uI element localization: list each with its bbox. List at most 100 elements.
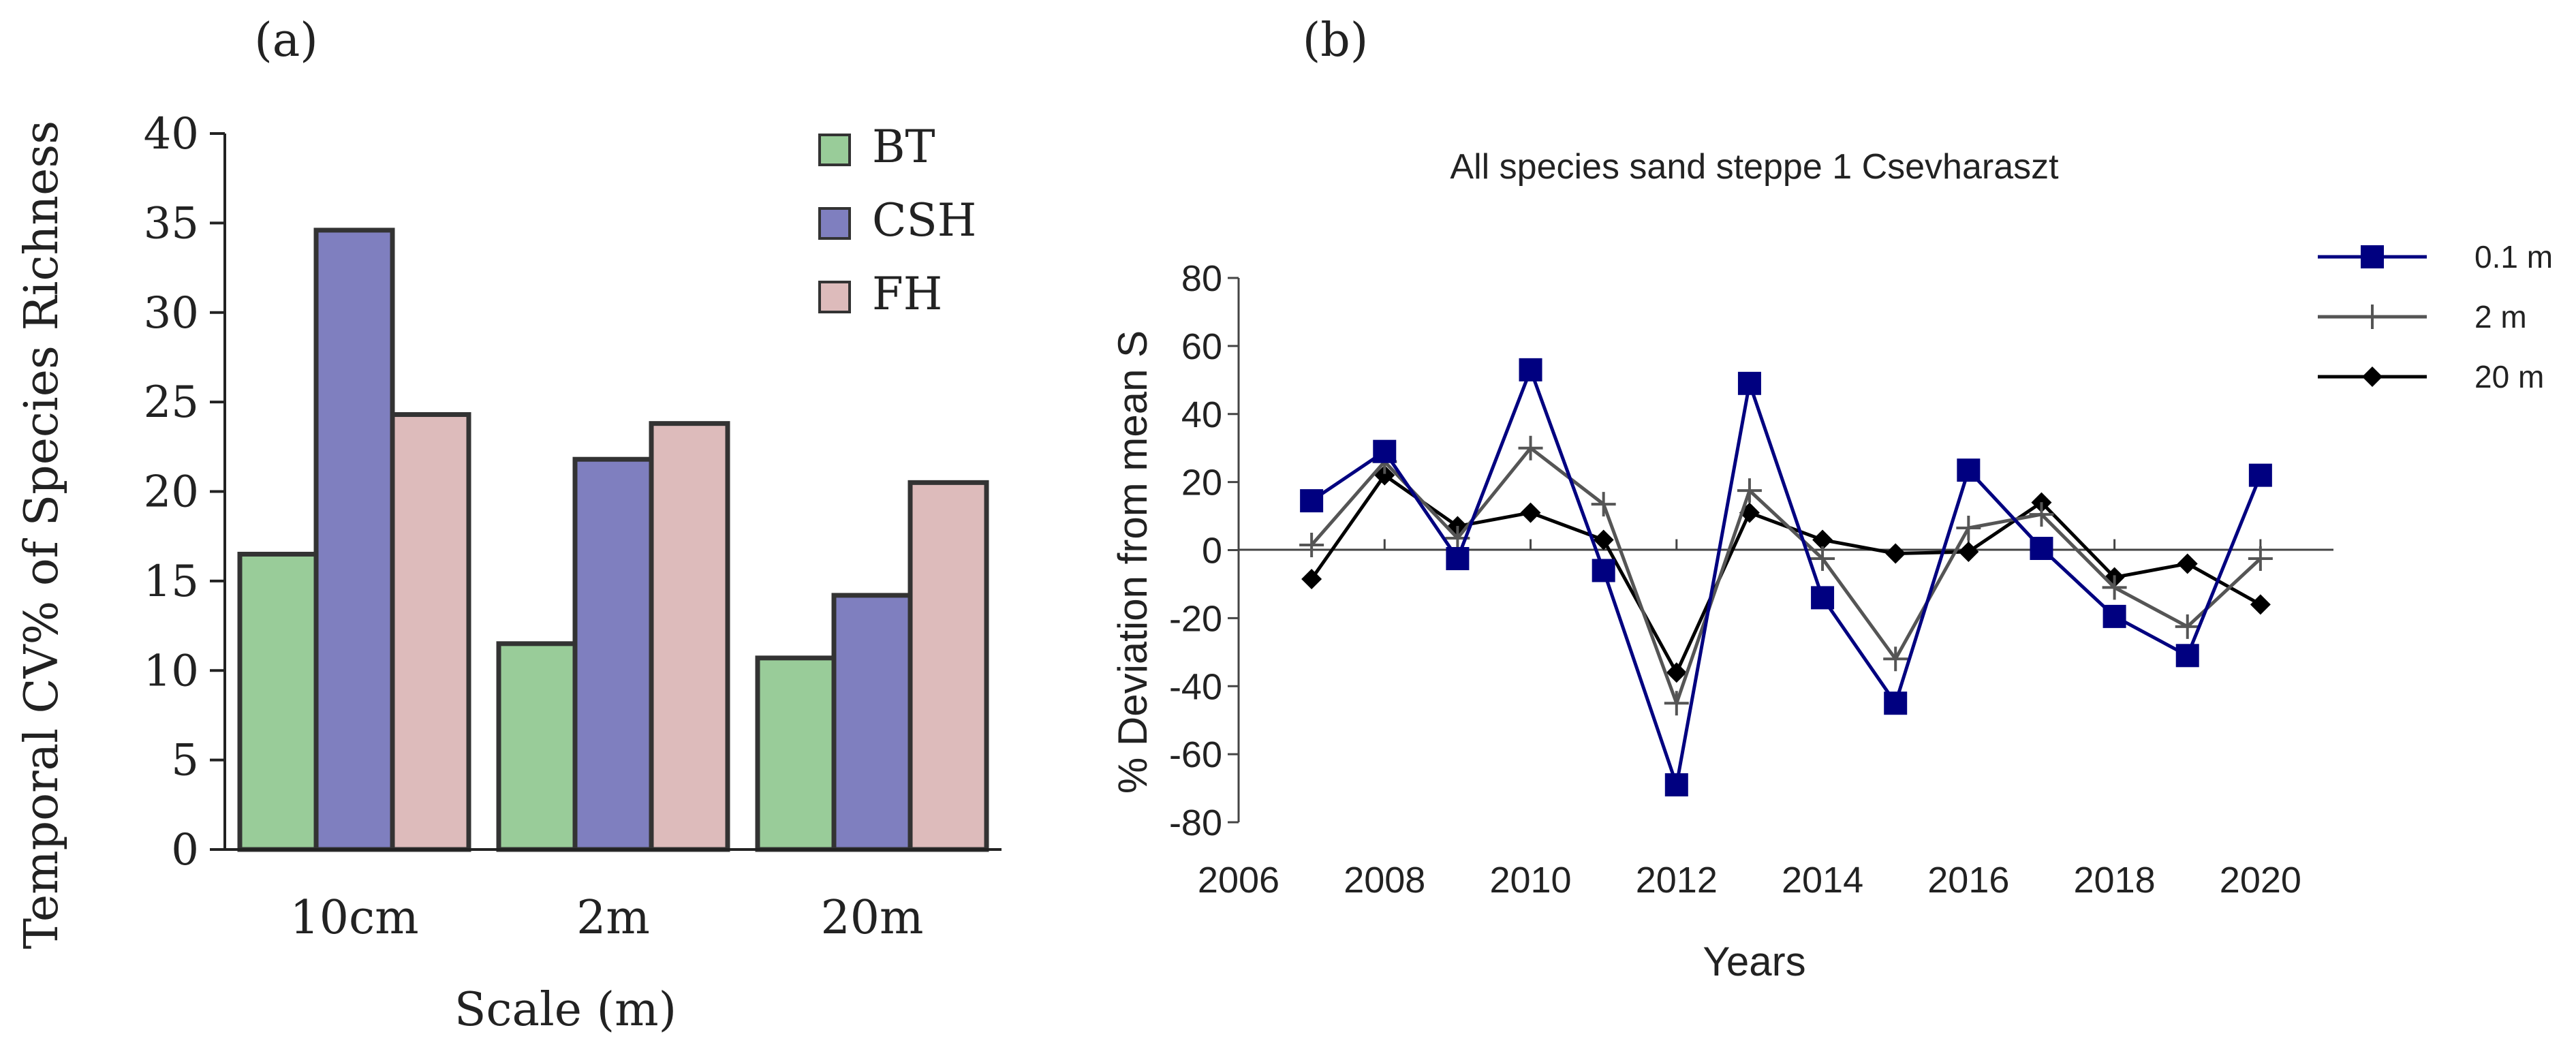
line-chart-y-tick-label: 40 <box>1181 394 1222 435</box>
point-2-m-2019 <box>2175 614 2200 639</box>
line-chart-x-tick-label: 2016 <box>1927 860 2009 901</box>
bar-chart-x-tick-label: 2m <box>576 891 650 945</box>
legend-swatch-csh <box>818 207 851 240</box>
bar-chart-bars <box>237 228 989 852</box>
point-20-m-2011 <box>1593 529 1614 550</box>
point-2-m-2018 <box>2102 575 2127 600</box>
line-chart-x-tick-label: 2006 <box>1198 860 1279 901</box>
bar-fh-10cm <box>390 412 471 852</box>
legend-label-fh: FH <box>872 268 942 320</box>
point-2-m-2020 <box>2248 546 2273 571</box>
bar-chart-x-tick-labels: 10cm 2m 20m <box>290 891 923 945</box>
line-chart-y-tick-label: -40 <box>1169 666 1222 707</box>
bar-chart-y-tick-label: 15 <box>144 557 199 607</box>
line-chart-y-tick-label: 60 <box>1181 326 1222 367</box>
line-chart-y-tick-label: 0 <box>1202 531 1222 572</box>
point-2-m-2011 <box>1591 492 1616 517</box>
point-0-1-m-2018 <box>2102 604 2126 628</box>
bar-chart-x-axis-label: Scale (m) <box>454 983 677 1037</box>
line-chart-x-ticks: 2006 2008 2010 2012 2014 2016 2018 2020 <box>1198 539 2301 901</box>
bar-csh-2m <box>572 456 654 852</box>
bar-chart-x-tick-label: 20m <box>820 891 923 945</box>
point-0-1-m-2015 <box>1884 691 1908 715</box>
point-20-m-2008 <box>1374 465 1395 486</box>
bar-chart-y-axis-label: Temporal CV% of Species Richness <box>15 121 69 949</box>
point-0-1-m-2014 <box>1811 586 1835 610</box>
bar-chart-y-tick-label: 30 <box>144 288 199 339</box>
point-20-m-2012 <box>1666 662 1687 683</box>
point-20-m-2007 <box>1301 568 1322 589</box>
bar-chart-panel: (a) Temporal CV% of Species Richness Sca… <box>15 14 1002 1037</box>
legend-marker-0-1-m <box>2361 245 2384 268</box>
legend-swatch-bt <box>818 134 851 166</box>
point-2-m-2017 <box>2029 502 2054 527</box>
point-0-1-m-2012 <box>1664 773 1688 797</box>
line-chart-y-axis-label: % Deviation from mean S <box>1110 330 1155 794</box>
bar-csh-20m <box>831 593 913 852</box>
line-chart-y-tick-label: -20 <box>1169 598 1222 639</box>
bar-chart-y-tick-label: 10 <box>144 646 199 696</box>
point-20-m-2019 <box>2177 553 2198 574</box>
legend-marker-2-m <box>2360 305 2385 329</box>
legend-label-20-m: 20 m <box>2474 359 2544 394</box>
line-chart-series <box>1299 358 2273 797</box>
line-chart-x-axis-label: Years <box>1703 939 1805 984</box>
line-chart-legend: 0.1 m 2 m 20 m <box>2318 239 2553 394</box>
line-0-1-m <box>1310 364 2263 792</box>
bar-chart-y-tick-label: 20 <box>144 467 199 518</box>
point-2-m-2007 <box>1299 533 1324 558</box>
bar-fh-20m <box>907 480 989 852</box>
series-20-m <box>1301 465 2271 683</box>
point-0-1-m-2007 <box>1300 489 1324 513</box>
line-chart-x-tick-label: 2020 <box>2220 860 2301 901</box>
point-0-1-m-2020 <box>2248 463 2272 487</box>
line-chart-x-tick-label: 2010 <box>1489 860 1571 901</box>
line-chart-y-tick-label: -80 <box>1169 802 1222 843</box>
point-2-m-2010 <box>1518 435 1543 461</box>
bar-chart-y-tick-label: 25 <box>144 377 199 428</box>
point-20-m-2016 <box>1958 541 1979 562</box>
point-0-1-m-2017 <box>2030 537 2053 561</box>
bar-chart-y-tick-label: 0 <box>171 825 199 875</box>
point-2-m-2012 <box>1664 691 1689 716</box>
bar-chart-y-tick-label: 40 <box>144 109 199 159</box>
bar-bt-20m <box>755 655 837 852</box>
legend-swatch-fh <box>818 281 851 313</box>
bar-bt-10cm <box>237 551 319 852</box>
series-0-1-m <box>1300 358 2272 797</box>
point-0-1-m-2009 <box>1446 546 1470 570</box>
line-chart-x-tick-label: 2012 <box>1636 860 1718 901</box>
line-chart-x-tick-label: 2014 <box>1782 860 1863 901</box>
legend-label-2-m: 2 m <box>2474 299 2527 334</box>
point-0-1-m-2008 <box>1373 439 1397 463</box>
legend-label-0-1-m: 0.1 m <box>2474 239 2553 275</box>
bar-chart-y-ticks: 0 5 10 15 20 25 30 35 40 <box>144 109 225 875</box>
line-chart-title: All species sand steppe 1 Csevharaszt <box>1450 147 2059 187</box>
point-2-m-2015 <box>1883 646 1908 672</box>
point-2-m-2014 <box>1810 546 1835 571</box>
line-chart-y-tick-label: -60 <box>1169 734 1222 775</box>
point-20-m-2020 <box>2250 594 2271 615</box>
line-chart-y-tick-label: 20 <box>1181 463 1222 503</box>
line-chart-panel: (b) All species sand steppe 1 Csevharasz… <box>1110 14 2553 984</box>
legend-label-csh: CSH <box>872 194 976 247</box>
point-20-m-2010 <box>1520 502 1541 523</box>
bar-csh-10cm <box>313 228 395 852</box>
bar-chart-x-tick-label: 10cm <box>290 891 418 945</box>
bar-chart-y-tick-label: 5 <box>171 736 199 786</box>
bar-chart-legend: BT CSH FH <box>818 121 976 320</box>
panel-b-label: (b) <box>1303 14 1369 67</box>
point-20-m-2014 <box>1812 529 1833 550</box>
legend-label-bt: BT <box>872 121 935 173</box>
point-0-1-m-2016 <box>1957 458 1981 482</box>
line-chart-x-tick-label: 2008 <box>1344 860 1425 901</box>
point-20-m-2015 <box>1885 543 1906 564</box>
line-chart-y-tick-label: 80 <box>1181 258 1222 299</box>
point-0-1-m-2010 <box>1519 358 1542 381</box>
bar-fh-2m <box>649 421 730 852</box>
point-2-m-2016 <box>1956 516 1981 541</box>
legend-marker-20-m <box>2362 367 2383 387</box>
panel-a-label: (a) <box>254 14 318 67</box>
point-0-1-m-2019 <box>2175 644 2199 668</box>
